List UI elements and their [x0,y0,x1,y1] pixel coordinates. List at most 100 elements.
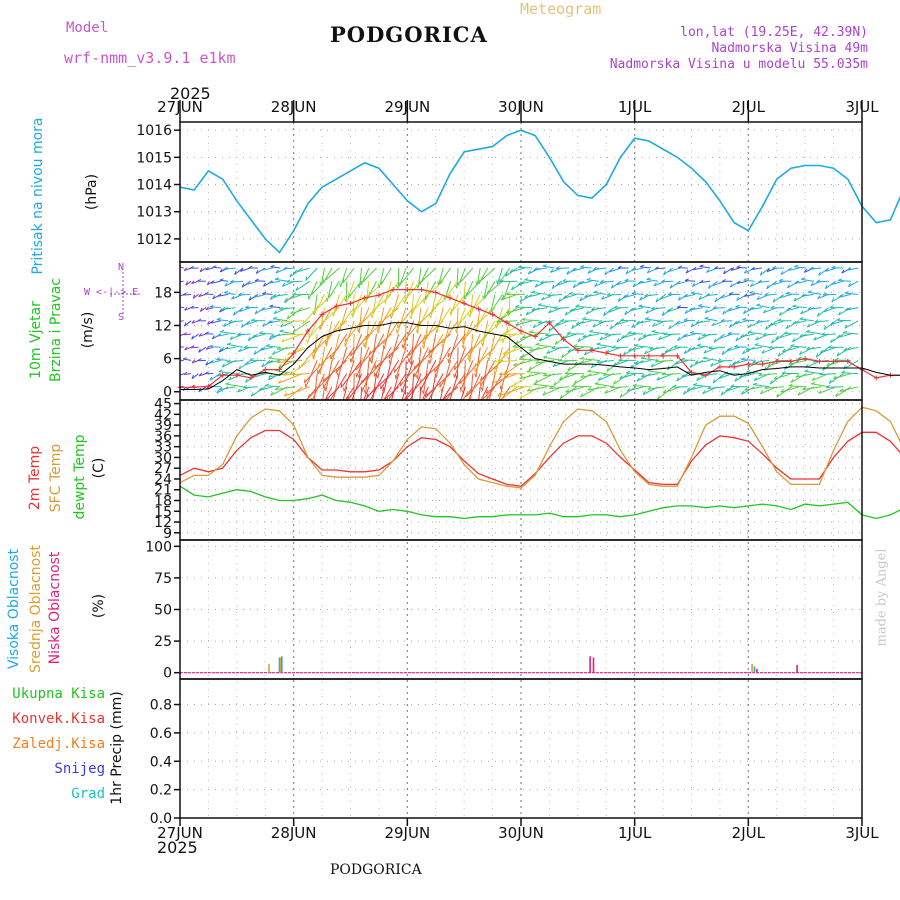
wind-arrow [498,373,525,375]
wind-arrow-head [517,281,522,285]
x-tick-label-bottom: 1JUL [618,824,652,842]
wind-arrow [566,267,577,275]
wind-arrow [580,373,599,378]
wind-arrow [468,333,489,354]
wind-arrow [788,359,807,365]
wind-arrow-head [625,270,629,275]
wind-arrow [470,294,481,315]
wind-arrow-head [542,391,546,396]
wind-arrow-head [634,343,639,347]
wind-arrow-head [500,296,504,301]
wind-arrow [775,333,792,340]
wind-arrow-head [192,294,196,299]
wind-arrow-head [402,337,405,342]
wind-arrow [238,360,251,370]
wind-arrow [612,346,629,349]
wind-arrow [631,320,644,328]
wind-arrow-head [396,284,399,289]
wind-arrow-head [704,316,709,319]
wind-arrow-head [249,358,254,361]
wind-arrow [441,360,452,393]
wind-arrow-head [819,372,824,376]
wind-arrow-head [243,345,248,349]
cloud-tick-label: 75 [154,571,172,587]
wind-arrow-head [765,325,768,330]
wind-arrow-head [604,271,607,276]
wind-arrow [554,320,570,327]
wind-arrow [683,319,696,322]
wind-arrow [470,373,474,400]
wind-arrow-head [827,345,832,348]
wind-arrow-head [600,279,604,283]
wind-arrow-head [844,324,848,329]
wind-arrow-head [661,372,666,376]
pressure-tick-label: 1014 [136,178,172,194]
wind-arrow [571,267,585,272]
wind-arrow-head [684,309,688,314]
wind-arrow [261,359,273,368]
wind-arrow-head [818,271,821,276]
wind-arrow [726,346,740,352]
wind-arrow-head [248,296,252,301]
wind-arrow [524,293,540,299]
wind-arrow-head [826,362,830,367]
wind-arrow-head [176,320,179,322]
wind-arrow [606,293,622,296]
wind-arrow-head [189,265,194,269]
wind-arrow [503,346,525,355]
wind-arrow [821,333,837,336]
wind-arrow-head [734,377,738,382]
wind-arrow-head [577,281,582,285]
wind-arrow [191,333,199,340]
wind-arrow-head [398,281,401,286]
wind-arrow-head [594,282,598,287]
wind-arrow [806,346,822,350]
wind-arrow-head [804,369,809,372]
wind-arrow [693,267,703,271]
wind-arrow-head [730,384,735,387]
wind-arrow-head [806,329,811,333]
wind-arrow-head [502,294,505,299]
wind-arrow-head [284,297,288,302]
wind-arrow-head [535,360,540,364]
wind-arrow [396,307,407,334]
wind-arrow [319,307,333,330]
wind-arrow-head [705,292,710,297]
precip-tick-label: 0.6 [150,726,172,742]
wind-arrow-head [747,364,751,368]
wind-arrow-head [695,320,700,324]
wind-arrow-head [271,351,276,355]
wind-arrow-head [842,330,848,334]
wind-arrow-head [248,265,253,269]
wind-arrow-head [587,369,592,372]
wind-arrow [538,320,555,324]
wind-arrow [768,346,785,349]
wind-arrow [569,307,585,312]
wind-arrow-head [543,355,548,358]
wind-arrow [250,373,266,379]
wind-arrow-head [453,373,455,378]
wind-arrow-head [513,362,517,367]
wind-arrow-head [416,417,418,421]
wind-arrow [413,346,437,371]
wind-arrow [818,386,837,394]
wind-arrow-head [212,295,216,300]
cloud-tick-label: 100 [145,539,172,555]
wind-arrow-head [667,268,672,273]
wind-arrow-head [452,410,453,414]
wind-arrow [497,386,525,397]
wind-arrow-head [545,332,549,337]
wind-arrow-head [307,394,310,399]
wind-arrow-head [841,370,846,374]
wind-arrow [538,304,555,309]
wind-arrow-head [742,309,747,314]
wind-arrow-head [276,359,281,364]
wind-arrow-head [247,336,251,341]
wind-arrow [788,385,807,388]
wind-arrow [676,280,688,285]
wind-arrow-head [376,374,379,379]
wind-arrow-head [747,330,752,333]
wind-arrow-head [593,266,597,271]
wind-arrow [447,333,466,358]
wind-arrow-head [822,292,827,296]
